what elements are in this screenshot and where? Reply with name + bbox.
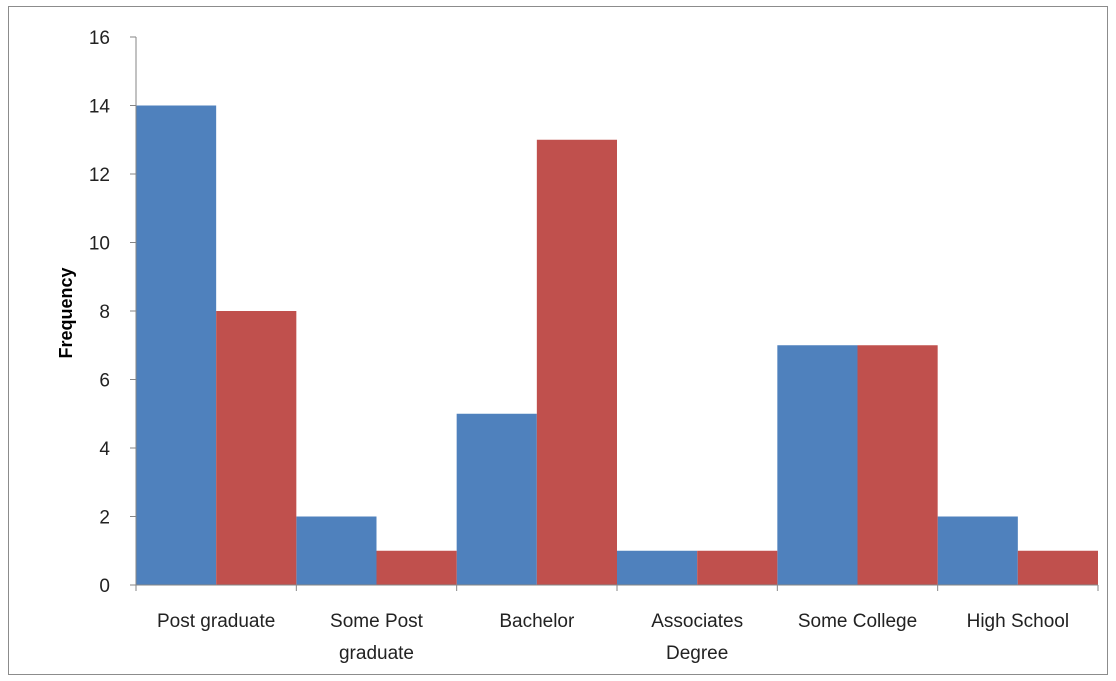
y-tick-label: 16: [89, 28, 110, 49]
bar-series-1-cat-5: [777, 345, 858, 585]
x-category-label: Bachelor: [499, 611, 575, 632]
y-tick-label: 2: [99, 508, 110, 529]
bar-series-2-cat-2: [376, 550, 457, 585]
y-tick-label: 4: [99, 439, 110, 460]
y-tick-label: 6: [99, 371, 110, 392]
bar-series-1-cat-1: [136, 105, 217, 585]
bar-series-1-cat-4: [617, 550, 698, 585]
y-tick-label: 14: [89, 97, 111, 118]
bar-series-1-cat-2: [296, 516, 377, 585]
y-axis-label: Frequency: [56, 267, 76, 358]
bar-series-2-cat-4: [697, 550, 778, 585]
bar-series-1-cat-6: [937, 516, 1018, 585]
y-tick-label: 10: [89, 234, 110, 255]
bar-series-2-cat-1: [216, 311, 297, 585]
bar-series-2-cat-3: [536, 139, 617, 585]
y-tick-label: 8: [99, 302, 110, 323]
x-category-label: Some Post graduate: [330, 611, 424, 664]
bar-series-2-cat-6: [1017, 550, 1098, 585]
x-category-label: High School: [967, 611, 1069, 632]
bar-series-1-cat-3: [456, 413, 537, 585]
x-category-label: Some College: [798, 611, 917, 632]
y-tick-label: 12: [89, 165, 110, 186]
x-category-label: Associates Degree: [651, 611, 743, 664]
x-category-label: Post graduate: [157, 611, 275, 632]
y-tick-label: 0: [99, 576, 110, 597]
bar-series-2-cat-5: [857, 345, 938, 585]
